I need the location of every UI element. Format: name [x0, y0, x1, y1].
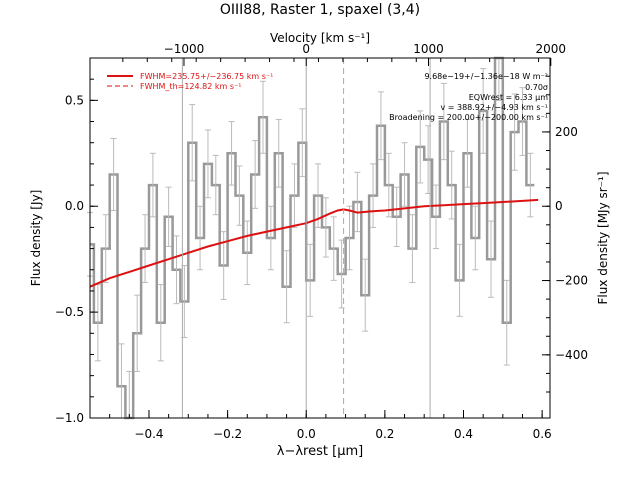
top-tick-label: −1000	[164, 42, 205, 56]
right-tick-label: 0	[555, 199, 563, 213]
annotation-broadening: Broadening = 200.00+/−200.00 km s⁻¹	[389, 113, 548, 122]
annotation-sigma: 0.70σ	[525, 83, 548, 92]
top-tick-label: 1000	[413, 42, 444, 56]
reference-lines	[181, 58, 431, 418]
y-tick-label: 0.0	[65, 199, 84, 213]
spectrum-layer	[87, 56, 535, 420]
fit-layer	[89, 198, 539, 288]
right-tick-label: −200	[555, 274, 588, 288]
legend: FWHM=235.75+/−236.75 km s⁻¹ FWHM_th=124.…	[107, 72, 273, 91]
legend-fwhm-th: FWHM_th=124.82 km s⁻¹	[140, 82, 241, 91]
axis-ticks: −0.4 −0.2 0.0 0.2 0.4 0.6 −1.0 −0.5 0.0 0.5 −1000 0…	[55, 42, 588, 441]
x-tick-label: −0.4	[134, 427, 163, 441]
plot-frame	[89, 57, 551, 419]
right-tick-label: 200	[555, 125, 578, 139]
annotation-velocity: v = 388.92+/−4.93 km s⁻¹	[440, 103, 548, 112]
top-tick-label: 2000	[536, 42, 567, 56]
x-tick-label: 0.6	[533, 427, 552, 441]
fit-annotations: 9.68e−19+/−1.36e−18 W m⁻² 0.70σ EQWrest …	[389, 72, 548, 122]
chart-title: OIII88, Raster 1, spaxel (3,4)	[220, 2, 420, 18]
fit-curve	[89, 198, 539, 288]
annotation-flux: 9.68e−19+/−1.36e−18 W m⁻²	[424, 72, 548, 81]
x-axis-label: λ−λrest [µm]	[277, 444, 363, 459]
spectrum-line	[90, 56, 535, 420]
annotation-eqw: EQWrest = 6.33 µm	[469, 93, 548, 102]
x-tick-label: −0.2	[213, 427, 242, 441]
y-tick-label: 0.5	[65, 93, 84, 107]
top-tick-label: 0	[302, 42, 310, 56]
right-tick-label: −400	[555, 348, 588, 362]
legend-fwhm: FWHM=235.75+/−236.75 km s⁻¹	[140, 72, 273, 81]
top-axis-label: Velocity [km s⁻¹]	[270, 31, 370, 45]
y-tick-label: −1.0	[55, 411, 84, 425]
y-axis-label: Flux density [Jy]	[29, 190, 43, 287]
x-tick-label: 0.0	[297, 427, 316, 441]
right-axis-label: Flux density [MJy sr⁻¹]	[596, 171, 610, 304]
y-tick-label: −0.5	[55, 305, 84, 319]
x-tick-label: 0.4	[454, 427, 473, 441]
x-tick-label: 0.2	[375, 427, 394, 441]
